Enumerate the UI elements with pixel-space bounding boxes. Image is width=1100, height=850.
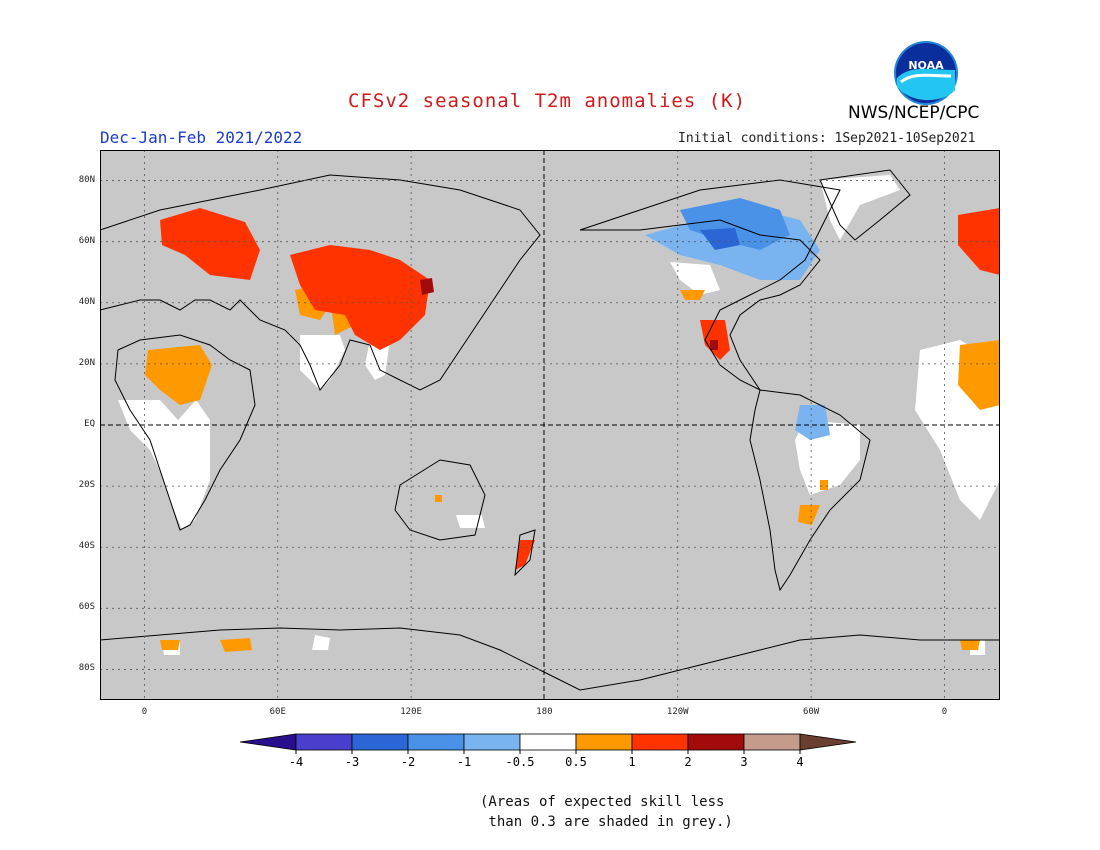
lon-tick-label: 60W	[802, 707, 820, 717]
warm-regions-2-3K	[420, 278, 718, 350]
agency-label: NWS/NCEP/CPC	[848, 103, 980, 123]
colorbar-tick-label: -3	[345, 755, 359, 769]
lon-tick-label: 60E	[269, 707, 286, 717]
lat-tick-label: 40N	[78, 296, 95, 307]
initial-conditions-label: Initial conditions: 1Sep2021-10Sep2021	[678, 131, 976, 146]
coastlines	[100, 169, 1000, 691]
color-scale-bar: -4 -3 -2 -1 -0.5 0.5 1 2 3 4	[240, 733, 857, 769]
colorbar-tick-label: -0.5	[506, 755, 535, 769]
cold-regions-1-2K	[680, 198, 790, 250]
colorbar-box	[295, 733, 353, 751]
colorbar-tick-label: 4	[796, 755, 803, 769]
colorbar-tick-label: 0.5	[565, 755, 587, 769]
lon-tick-label: 0	[141, 707, 148, 717]
graticule	[100, 150, 1000, 700]
colorbar-high-arrow	[799, 733, 857, 751]
lat-tick-label: 20N	[78, 357, 95, 368]
colorbar-box	[351, 733, 409, 751]
colorbar-low-arrow	[240, 733, 297, 751]
lat-tick-label: 40S	[78, 541, 95, 552]
colorbar-tick-label: 2	[684, 755, 691, 769]
lat-tick-label: 80S	[78, 663, 95, 674]
season-label: Dec-Jan-Feb 2021/2022	[100, 128, 303, 147]
skill-note: (Areas of expected skill less than 0.3 a…	[480, 794, 733, 830]
chart-title: CFSv2 seasonal T2m anomalies (K)	[348, 90, 747, 112]
lat-tick-label: 60N	[78, 235, 95, 246]
lon-tick-label: 0	[941, 707, 948, 717]
colorbar-box	[519, 733, 577, 751]
colorbar-box	[743, 733, 801, 751]
lat-tick-label: EQ	[84, 419, 95, 429]
lon-tick-label: 120E	[400, 707, 422, 717]
cold-regions-2-3K	[700, 228, 740, 250]
colorbar-tick-label: -2	[401, 755, 415, 769]
lat-tick-label: 60S	[78, 602, 95, 613]
colorbar-box	[575, 733, 633, 751]
colorbar-tick-label: 3	[740, 755, 747, 769]
logo-text: NOAA	[908, 59, 944, 72]
colorbar-tick-label: -4	[289, 755, 303, 769]
colorbar-box	[687, 733, 745, 751]
lon-tick-label: 120W	[666, 707, 689, 717]
lat-tick-label: 20S	[78, 480, 95, 491]
colorbar-box	[631, 733, 689, 751]
colorbar-tick-label: -1	[457, 755, 471, 769]
colorbar-tick-label: 1	[628, 755, 635, 769]
colorbar-box	[463, 733, 521, 751]
noaa-logo-icon: NOAA	[894, 41, 958, 105]
colorbar-box	[407, 733, 465, 751]
t2m-anomaly-map	[100, 150, 1000, 700]
lon-tick-label: 180	[536, 707, 553, 717]
lat-tick-label: 80N	[78, 174, 95, 185]
